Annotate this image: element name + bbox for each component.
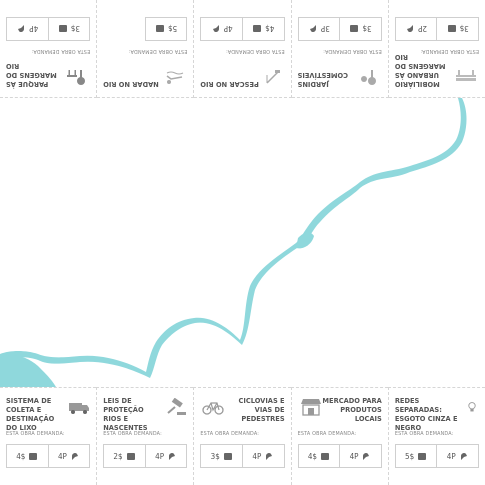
- money-cost: 3$: [200, 444, 244, 468]
- demand-label: ESTA OBRA DEMANDA:: [6, 431, 65, 437]
- people-cost: 4P: [145, 444, 188, 468]
- card-title: NADAR NO RIO: [103, 80, 159, 89]
- arm-icon: [309, 25, 316, 33]
- bicycle-icon: [202, 402, 225, 415]
- card-title: MERCADO PARA PRODUTOS LOCAIS: [322, 396, 382, 423]
- card-title: MOBILIÁRIO URBANO ÀS MARGENS DO RIO: [394, 53, 446, 89]
- bench-icon: [456, 70, 476, 81]
- people-cost: 3P: [297, 17, 340, 41]
- people-cost: 4P: [340, 444, 382, 468]
- market-icon: [300, 399, 321, 416]
- arm-icon: [212, 25, 219, 33]
- bottom-card-row: SISTEMA DE COLETA E DESTINAÇÃO DO LIXO E…: [0, 387, 485, 485]
- money-icon: [126, 453, 135, 460]
- people-cost: 4P: [5, 17, 48, 41]
- money-icon: [223, 453, 232, 460]
- demand-label: ESTA OBRA DEMANDA:: [200, 431, 260, 437]
- arm-icon: [407, 25, 414, 33]
- arm-icon: [18, 25, 25, 33]
- card-redes-separadas[interactable]: REDES SEPARADAS: ESGOTO CINZA E NEGRO ES…: [387, 387, 485, 485]
- demand-label: ESTA OBRA DEMANDA:: [394, 431, 454, 437]
- gavel-icon: [167, 398, 187, 415]
- money-icon: [156, 25, 165, 32]
- money-cost: 4$: [297, 444, 341, 468]
- money-cost: 4$: [241, 17, 285, 41]
- arm-icon: [266, 452, 273, 460]
- money-cost: 3$: [436, 17, 479, 41]
- card-coleta-lixo[interactable]: SISTEMA DE COLETA E DESTINAÇÃO DO LIXO E…: [0, 387, 97, 485]
- money-cost: 3$: [339, 17, 382, 41]
- arm-icon: [169, 452, 176, 460]
- people-cost: 4P: [48, 444, 91, 468]
- card-jardins-comestiveis[interactable]: JARDINS COMESTÍVEIS ESTA OBRA DEMANDA: 3…: [291, 0, 389, 98]
- demand-label: ESTA OBRA DEMANDA:: [128, 48, 188, 54]
- card-title: JARDINS COMESTÍVEIS: [297, 71, 349, 89]
- card-parque-margens[interactable]: PARQUE ÀS MARGENS DO RIO ESTA OBRA DEMAN…: [0, 0, 98, 98]
- truck-icon: [69, 403, 90, 414]
- lightbulb-icon: [468, 402, 476, 412]
- river: [0, 98, 467, 378]
- card-pescar-no-rio[interactable]: PESCAR NO RIO ESTA OBRA DEMANDA: 4$ 4P: [194, 0, 292, 98]
- card-title: PESCAR NO RIO: [200, 80, 259, 89]
- money-icon: [418, 453, 427, 460]
- money-cost: 5$: [394, 444, 438, 468]
- money-cost: 4$: [6, 444, 49, 468]
- arm-icon: [460, 452, 467, 460]
- people-cost: 4P: [243, 444, 285, 468]
- money-cost: 3$: [47, 17, 91, 41]
- demand-label: ESTA OBRA DEMANDA:: [323, 48, 382, 54]
- money-icon: [350, 25, 359, 32]
- demand-label: ESTA OBRA DEMANDA:: [297, 431, 357, 437]
- money-icon: [447, 25, 456, 32]
- demand-label: ESTA OBRA DEMANDA:: [103, 431, 162, 437]
- card-title: LEIS DE PROTEÇÃO RIOS E NASCENTES: [103, 396, 148, 432]
- card-title: CICLOVIAS E VIAS DE PEDESTRES: [238, 396, 285, 423]
- demand-label: ESTA OBRA DEMANDA:: [31, 48, 91, 54]
- park-icon: [67, 70, 86, 85]
- people-cost: 2P: [394, 17, 437, 41]
- card-nadar-no-rio[interactable]: NADAR NO RIO ESTA OBRA DEMANDA: 5$: [97, 0, 195, 98]
- card-title: PARQUE ÀS MARGENS DO RIO: [5, 62, 57, 89]
- card-leis-protecao[interactable]: LEIS DE PROTEÇÃO RIOS E NASCENTES ESTA O…: [96, 387, 194, 485]
- money-icon: [58, 25, 67, 32]
- demand-label: ESTA OBRA DEMANDA:: [225, 48, 285, 54]
- garden-icon: [360, 70, 376, 85]
- card-title: REDES SEPARADAS: ESGOTO CINZA E NEGRO: [394, 396, 458, 432]
- fishing-icon: [266, 70, 280, 84]
- card-mercado-local[interactable]: MERCADO PARA PRODUTOS LOCAIS ESTA OBRA D…: [290, 387, 388, 485]
- arm-icon: [71, 452, 78, 460]
- money-icon: [29, 453, 38, 460]
- money-icon: [320, 453, 329, 460]
- top-card-row: MOBILIÁRIO URBANO ÀS MARGENS DO RIO ESTA…: [0, 0, 485, 98]
- people-cost: 4P: [437, 444, 480, 468]
- card-mobiliario-urbano[interactable]: MOBILIÁRIO URBANO ÀS MARGENS DO RIO ESTA…: [388, 0, 485, 98]
- card-title: SISTEMA DE COLETA E DESTINAÇÃO DO LIXO: [6, 396, 55, 432]
- card-ciclovias[interactable]: CICLOVIAS E VIAS DE PEDESTRES ESTA OBRA …: [193, 387, 291, 485]
- money-icon: [253, 25, 262, 32]
- arm-icon: [363, 452, 370, 460]
- money-cost: 2$: [103, 444, 146, 468]
- swimmer-icon: [166, 71, 184, 84]
- demand-label: ESTA OBRA DEMANDA:: [420, 48, 479, 54]
- money-cost: 5$: [144, 17, 188, 41]
- people-cost: 4P: [200, 17, 242, 41]
